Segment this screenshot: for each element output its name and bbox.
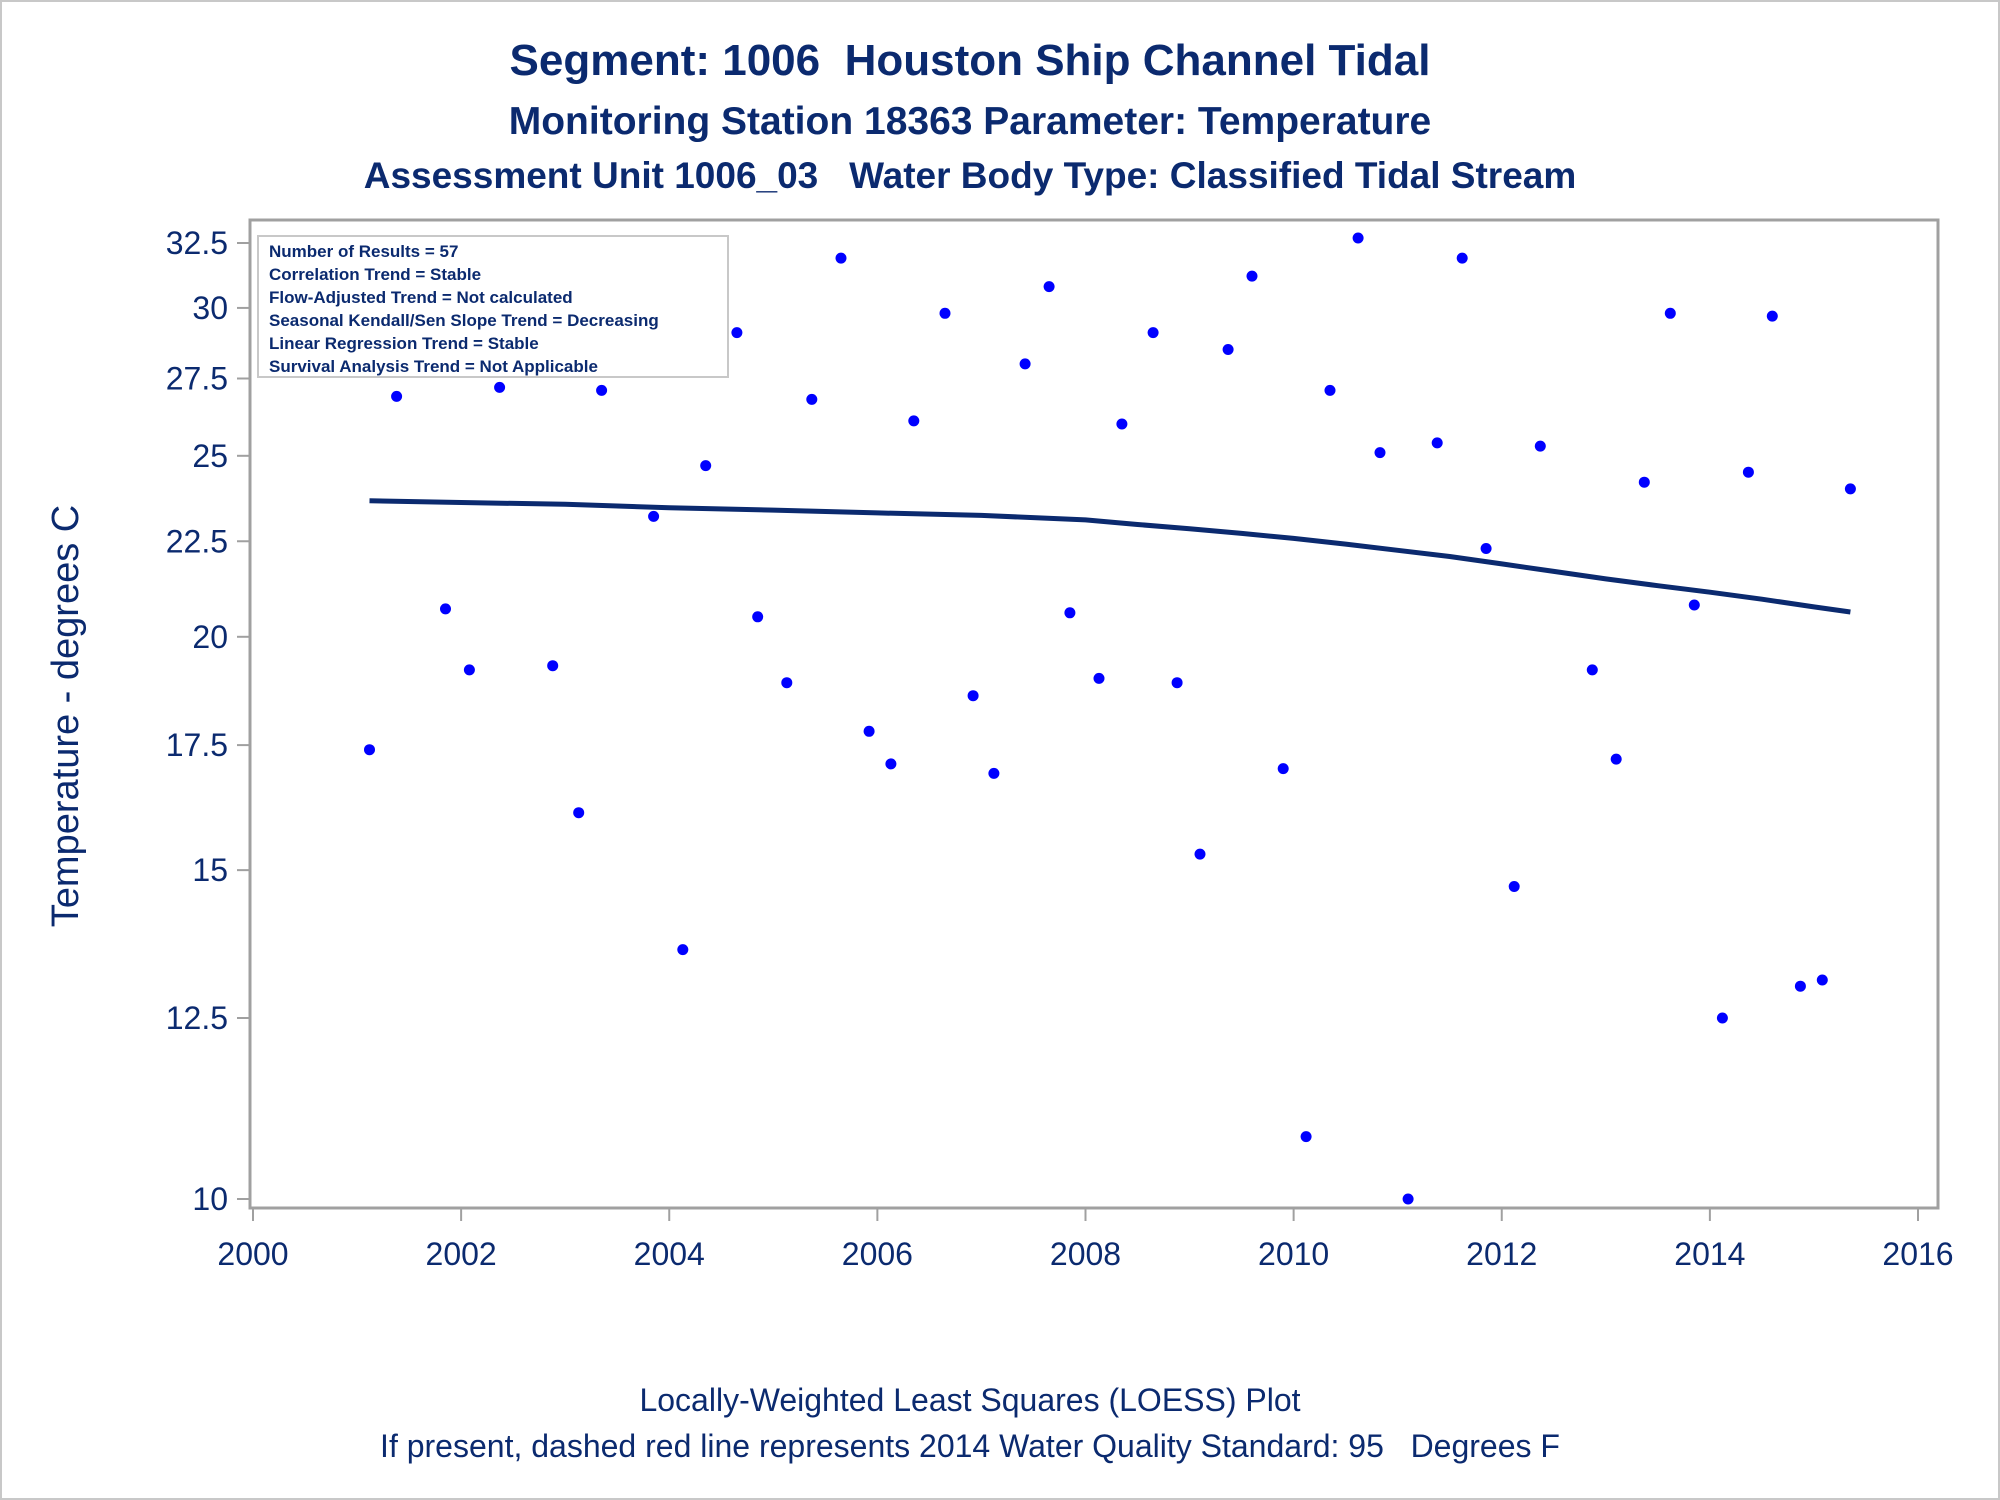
legend-entry: Survival Analysis Trend = Not Applicable <box>269 357 598 376</box>
y-tick-label: 10 <box>192 1181 228 1217</box>
data-point <box>391 390 403 402</box>
data-point <box>677 944 689 956</box>
data-point <box>463 664 475 676</box>
data-point <box>806 393 818 405</box>
data-point <box>1586 664 1598 676</box>
data-point <box>1147 327 1159 339</box>
data-point <box>1638 476 1650 488</box>
data-point <box>908 415 920 427</box>
x-tick-label: 2008 <box>1050 1236 1121 1272</box>
x-tick-label: 2004 <box>634 1236 705 1272</box>
data-point <box>1171 677 1183 689</box>
y-axis-title: Temperature - degrees C <box>45 505 87 927</box>
data-point <box>1688 599 1700 611</box>
legend-entry: Linear Regression Trend = Stable <box>269 334 539 353</box>
data-point <box>1742 466 1754 478</box>
data-point <box>1456 252 1468 264</box>
y-tick-label: 25 <box>192 438 228 474</box>
plot-area <box>248 218 1940 1210</box>
data-point <box>364 744 375 756</box>
legend-entry: Seasonal Kendall/Sen Slope Trend = Decre… <box>269 311 659 330</box>
data-point <box>1374 447 1386 459</box>
data-point <box>731 327 743 339</box>
y-tick-label: 27.5 <box>166 360 228 396</box>
chart-subtitle: Monitoring Station 18363 Parameter: Temp… <box>508 100 1432 143</box>
x-tick-label: 2012 <box>1466 1236 1537 1272</box>
data-point <box>1093 672 1105 684</box>
data-point <box>494 381 506 393</box>
data-point <box>1019 358 1031 370</box>
trend-legend: Number of Results = 57 Correlation Trend … <box>257 235 729 378</box>
x-axis: 2000 2002 2004 2006 2008 2010 2012 2014 2016 <box>217 1208 1954 1272</box>
data-point <box>1064 607 1076 619</box>
legend-entry: Correlation Trend = Stable <box>269 265 481 284</box>
data-point <box>1716 1012 1728 1024</box>
y-tick-label: 15 <box>192 852 228 888</box>
data-point <box>1816 974 1828 986</box>
y-tick-label: 20 <box>192 619 228 655</box>
y-tick-label: 22.5 <box>166 523 228 559</box>
data-point <box>547 660 559 672</box>
data-points <box>364 232 1856 1205</box>
data-point <box>1844 483 1856 495</box>
data-point <box>596 384 608 396</box>
data-point <box>1324 384 1336 396</box>
x-tick-label: 2016 <box>1882 1236 1953 1272</box>
data-point <box>1246 270 1258 282</box>
data-point <box>440 603 451 615</box>
data-point <box>988 767 1000 779</box>
data-point <box>1194 848 1206 860</box>
data-point <box>1116 418 1128 430</box>
data-point <box>1300 1131 1312 1143</box>
data-point <box>1610 753 1622 765</box>
y-tick-label: 12.5 <box>166 1000 228 1036</box>
data-point <box>967 690 979 702</box>
footnote-standard: If present, dashed red line represents 2… <box>380 1428 1560 1464</box>
data-point <box>1043 281 1055 293</box>
data-point <box>1222 344 1234 355</box>
legend-box <box>257 235 729 378</box>
data-point <box>700 460 712 472</box>
data-point <box>1534 440 1546 452</box>
x-tick-label: 2002 <box>426 1236 497 1272</box>
data-point <box>1794 980 1806 992</box>
x-tick-label: 2014 <box>1674 1236 1745 1272</box>
data-point <box>1480 543 1492 554</box>
data-point <box>1277 763 1289 775</box>
y-tick-label: 30 <box>192 290 228 326</box>
data-point <box>1766 310 1778 322</box>
footnote-loess: Locally-Weighted Least Squares (LOESS) P… <box>639 1382 1301 1418</box>
chart-subtitle-assessment: Assessment Unit 1006_03 Water Body Type:… <box>363 155 1577 196</box>
data-point <box>752 611 764 623</box>
x-tick-label: 2010 <box>1258 1236 1329 1272</box>
legend-entry: Number of Results = 57 <box>269 242 458 261</box>
x-tick-label: 2006 <box>842 1236 913 1272</box>
data-point <box>1352 232 1364 244</box>
chart-title: Segment: 1006 Houston Ship Channel Tidal <box>509 36 1431 85</box>
data-point <box>781 677 793 689</box>
data-point <box>1508 881 1520 892</box>
y-axis: 10 12.5 15 17.5 20 22.5 25 27.5 30 32.5 <box>166 225 250 1217</box>
data-point <box>1402 1193 1414 1205</box>
data-point <box>863 725 875 737</box>
loess-curve-group <box>369 498 1851 615</box>
data-point <box>939 307 951 319</box>
x-tick-label: 2000 <box>217 1236 288 1272</box>
data-point <box>1664 307 1676 319</box>
legend-entry: Flow-Adjusted Trend = Not calculated <box>269 288 573 307</box>
loess-line <box>369 498 1851 615</box>
data-point <box>1431 437 1443 449</box>
data-point <box>885 758 897 770</box>
data-point <box>573 807 585 819</box>
data-point <box>648 510 660 522</box>
y-tick-label: 32.5 <box>166 225 228 261</box>
y-tick-label: 17.5 <box>166 727 228 763</box>
data-point <box>835 252 847 264</box>
